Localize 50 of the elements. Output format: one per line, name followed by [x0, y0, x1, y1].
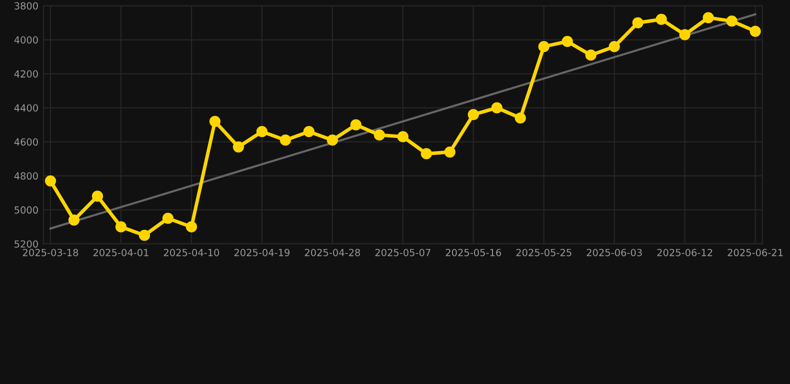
point: [656, 14, 667, 25]
x-tick-label: 2025-04-10: [164, 248, 220, 256]
point: [115, 221, 127, 232]
point: [350, 119, 362, 130]
y-tick-label: 5200: [14, 240, 38, 248]
x-tick-label: 2025-06-12: [657, 248, 712, 256]
x-tick-label: 2025-06-21: [728, 248, 783, 256]
point: [138, 230, 150, 241]
point: [726, 16, 738, 27]
point: [374, 129, 385, 141]
x-tick-label: 2025-03-18: [22, 248, 78, 256]
point: [468, 109, 479, 120]
y-tick-label: 3800: [14, 2, 38, 10]
point: [514, 112, 526, 124]
y-tick-label: 4000: [14, 36, 38, 44]
y-tick-label: 4200: [14, 70, 38, 78]
point: [162, 212, 174, 224]
point: [679, 29, 690, 40]
x-tick-label: 2025-04-28: [304, 248, 360, 256]
point: [68, 214, 80, 226]
point: [608, 41, 620, 52]
x-tick-label: 2025-04-01: [93, 248, 148, 256]
point: [750, 26, 761, 37]
point: [44, 175, 56, 186]
point: [491, 102, 502, 114]
y-tick-label: 4400: [14, 104, 38, 112]
point: [326, 134, 338, 146]
point: [562, 36, 573, 48]
point: [232, 141, 244, 152]
point: [209, 116, 221, 127]
y-tick-label: 4600: [14, 138, 38, 146]
x-tick-label: 2025-05-07: [375, 248, 430, 256]
point: [186, 221, 198, 232]
point: [444, 146, 456, 158]
point: [92, 190, 104, 202]
y-tick-label: 4800: [14, 172, 38, 180]
x-tick-label: 2025-05-25: [516, 248, 572, 256]
point: [280, 134, 291, 146]
point: [397, 131, 408, 142]
point: [420, 148, 432, 160]
point: [538, 41, 550, 52]
point: [702, 12, 714, 24]
point: [303, 126, 314, 138]
x-tick-label: 2025-05-16: [446, 248, 502, 256]
y-tick-label: 5000: [14, 206, 38, 214]
point: [256, 126, 268, 138]
x-tick-label: 2025-06-03: [586, 248, 642, 256]
x-tick-label: 2025-04-19: [234, 248, 290, 256]
point: [585, 50, 596, 61]
point: [632, 17, 644, 28]
